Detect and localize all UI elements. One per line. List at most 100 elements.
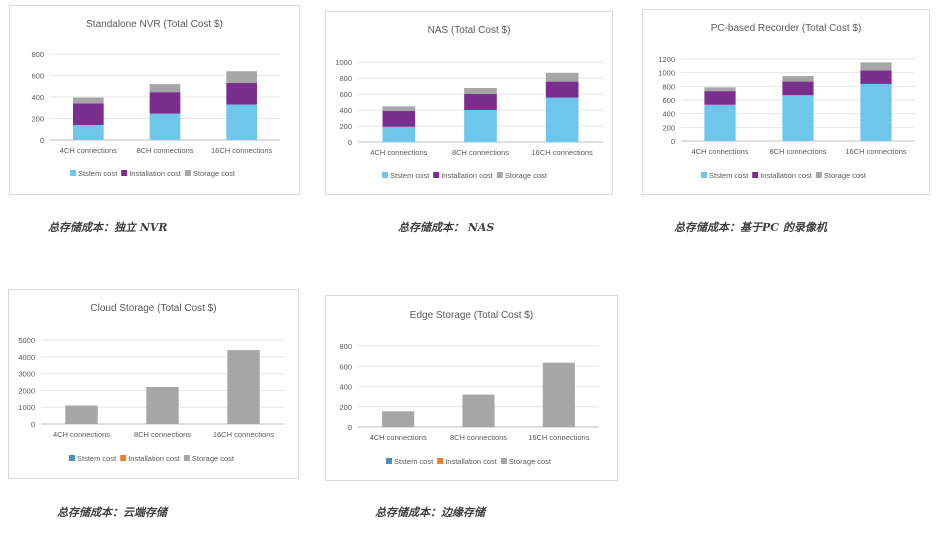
chart-panel-nas: NAS (Total Cost $) 0 200 400 600 800 1000 4CH c… bbox=[325, 11, 613, 195]
caption-edge-storage: 总存储成本：边缘存储 bbox=[375, 506, 485, 519]
chart-title: Cloud Storage (Total Cost $) bbox=[90, 303, 216, 314]
bar-storage-cost bbox=[782, 76, 814, 82]
bar-ststem-cost bbox=[464, 110, 497, 142]
y-tick-label: 800 bbox=[339, 342, 352, 351]
y-tick-label: 1000 bbox=[335, 58, 352, 67]
legend-label: Ststem cost bbox=[709, 171, 749, 180]
chart-title: NAS (Total Cost $) bbox=[428, 25, 511, 36]
chart-svg: NAS (Total Cost $) 0 200 400 600 800 1000 4CH c… bbox=[335, 25, 603, 180]
caption-cloud-storage: 总存储成本：云端存储 bbox=[57, 506, 167, 519]
chart-svg: Standalone NVR (Total Cost $) 0 200 400 600 8… bbox=[31, 19, 280, 178]
legend-swatch bbox=[433, 172, 440, 178]
chart-panel-cloud-storage: Cloud Storage (Total Cost $) 0 1000 2000 300… bbox=[8, 289, 299, 479]
legend-swatch bbox=[496, 172, 503, 178]
bar-installation-cost bbox=[545, 81, 579, 98]
chart-svg: Edge Storage (Total Cost $) 0 200 400 600 800… bbox=[339, 310, 599, 466]
y-tick-label: 1200 bbox=[658, 55, 675, 64]
legend-swatch bbox=[69, 455, 75, 461]
bar-installation-cost bbox=[382, 110, 416, 127]
y-tick-label: 200 bbox=[339, 122, 352, 131]
bar-storage-cost bbox=[149, 84, 181, 93]
y-tick-label: 600 bbox=[339, 90, 352, 99]
bar-storage-cost bbox=[226, 71, 257, 84]
y-tick-label: 5000 bbox=[18, 336, 35, 345]
x-category-label: 16CH connections bbox=[528, 433, 590, 442]
x-category-label: 8CH connections bbox=[136, 146, 193, 155]
legend-label: Storage cost bbox=[192, 454, 235, 463]
y-tick-label: 400 bbox=[339, 383, 352, 392]
legend: Ststem cost Installation cost Storage cost bbox=[701, 171, 867, 180]
bar-installation-cost bbox=[860, 70, 892, 84]
x-category-label: 8CH connections bbox=[134, 430, 191, 439]
y-tick-label: 4000 bbox=[18, 353, 35, 362]
legend-swatch bbox=[184, 170, 191, 176]
legend-label: Installation cost bbox=[441, 171, 494, 180]
bar-storage-cost bbox=[860, 62, 892, 71]
legend-swatch bbox=[701, 172, 707, 178]
bar-ststem-cost bbox=[545, 97, 579, 142]
y-tick-label: 400 bbox=[339, 106, 352, 115]
y-tick-label: 200 bbox=[662, 123, 675, 132]
caption-nas: 总存储成本： NAS bbox=[398, 221, 495, 234]
y-tick-label: 0 bbox=[40, 136, 44, 145]
bar-storage-cost bbox=[464, 88, 497, 94]
chart-title: Edge Storage (Total Cost $) bbox=[410, 310, 533, 321]
legend-label: Installation cost bbox=[445, 457, 498, 466]
legend: Ststem cost Installation cost Storage cost bbox=[69, 454, 235, 463]
bar-ststem-cost bbox=[782, 95, 814, 141]
legend-swatch bbox=[752, 172, 759, 178]
legend: Ststem cost Installation cost Storage cost bbox=[382, 171, 548, 180]
legend-swatch bbox=[121, 170, 128, 176]
legend-label: Installation cost bbox=[128, 454, 181, 463]
y-tick-label: 800 bbox=[339, 74, 352, 83]
chart-panel-edge-storage: Edge Storage (Total Cost $) 0 200 400 600 800… bbox=[325, 295, 618, 481]
legend-label: Ststem cost bbox=[394, 457, 434, 466]
chart-title: Standalone NVR (Total Cost $) bbox=[86, 19, 223, 30]
x-category-label: 4CH connections bbox=[53, 430, 110, 439]
legend-label: Storage cost bbox=[505, 171, 548, 180]
bar-storage-cost bbox=[462, 394, 495, 427]
bar-installation-cost bbox=[782, 81, 814, 96]
bar-storage-cost bbox=[227, 350, 260, 424]
bar-storage-cost bbox=[65, 405, 98, 424]
bar-storage-cost bbox=[704, 87, 736, 92]
legend-swatch bbox=[183, 455, 190, 461]
legend-label: Installation cost bbox=[760, 171, 813, 180]
legend-label: Ststem cost bbox=[77, 454, 117, 463]
bar-ststem-cost bbox=[73, 124, 104, 140]
bar-installation-cost bbox=[226, 83, 257, 105]
legend-label: Installation cost bbox=[129, 169, 182, 178]
y-tick-label: 200 bbox=[31, 115, 44, 124]
bar-installation-cost bbox=[704, 91, 736, 105]
y-tick-label: 2000 bbox=[18, 386, 35, 395]
x-category-label: 8CH connections bbox=[450, 433, 507, 442]
legend-swatch bbox=[500, 458, 507, 464]
legend: Ststem cost Installation cost Storage cost bbox=[386, 457, 552, 466]
legend-label: Storage cost bbox=[509, 457, 552, 466]
caption-standalone-nvr: 总存储成本：独立 NVR bbox=[48, 221, 168, 234]
caption-pc-recorder: 总存储成本：基于PC 的录像机 bbox=[674, 221, 827, 234]
legend-label: Ststem cost bbox=[390, 171, 430, 180]
x-category-label: 4CH connections bbox=[60, 146, 117, 155]
legend-swatch bbox=[437, 458, 444, 464]
chart-svg: PC-based Recorder (Total Cost $) 0 200 400 6… bbox=[658, 23, 915, 180]
bar-ststem-cost bbox=[149, 113, 181, 140]
legend-swatch bbox=[70, 170, 76, 176]
x-category-label: 16CH connections bbox=[213, 430, 275, 439]
x-category-label: 4CH connections bbox=[370, 148, 427, 157]
y-tick-label: 600 bbox=[662, 96, 675, 105]
bar-installation-cost bbox=[149, 92, 181, 114]
x-category-label: 4CH connections bbox=[370, 433, 427, 442]
y-tick-label: 600 bbox=[31, 72, 44, 81]
y-tick-label: 600 bbox=[339, 362, 352, 371]
x-category-label: 16CH connections bbox=[845, 147, 907, 156]
legend-label: Ststem cost bbox=[78, 169, 118, 178]
chart-panel-pc-recorder: PC-based Recorder (Total Cost $) 0 200 400 6… bbox=[642, 9, 930, 195]
legend-label: Storage cost bbox=[824, 171, 867, 180]
bar-installation-cost bbox=[73, 103, 104, 125]
legend-swatch bbox=[386, 458, 392, 464]
bar-ststem-cost bbox=[226, 104, 257, 140]
y-tick-label: 0 bbox=[31, 420, 35, 429]
y-tick-label: 3000 bbox=[18, 370, 35, 379]
y-tick-label: 400 bbox=[31, 93, 44, 102]
